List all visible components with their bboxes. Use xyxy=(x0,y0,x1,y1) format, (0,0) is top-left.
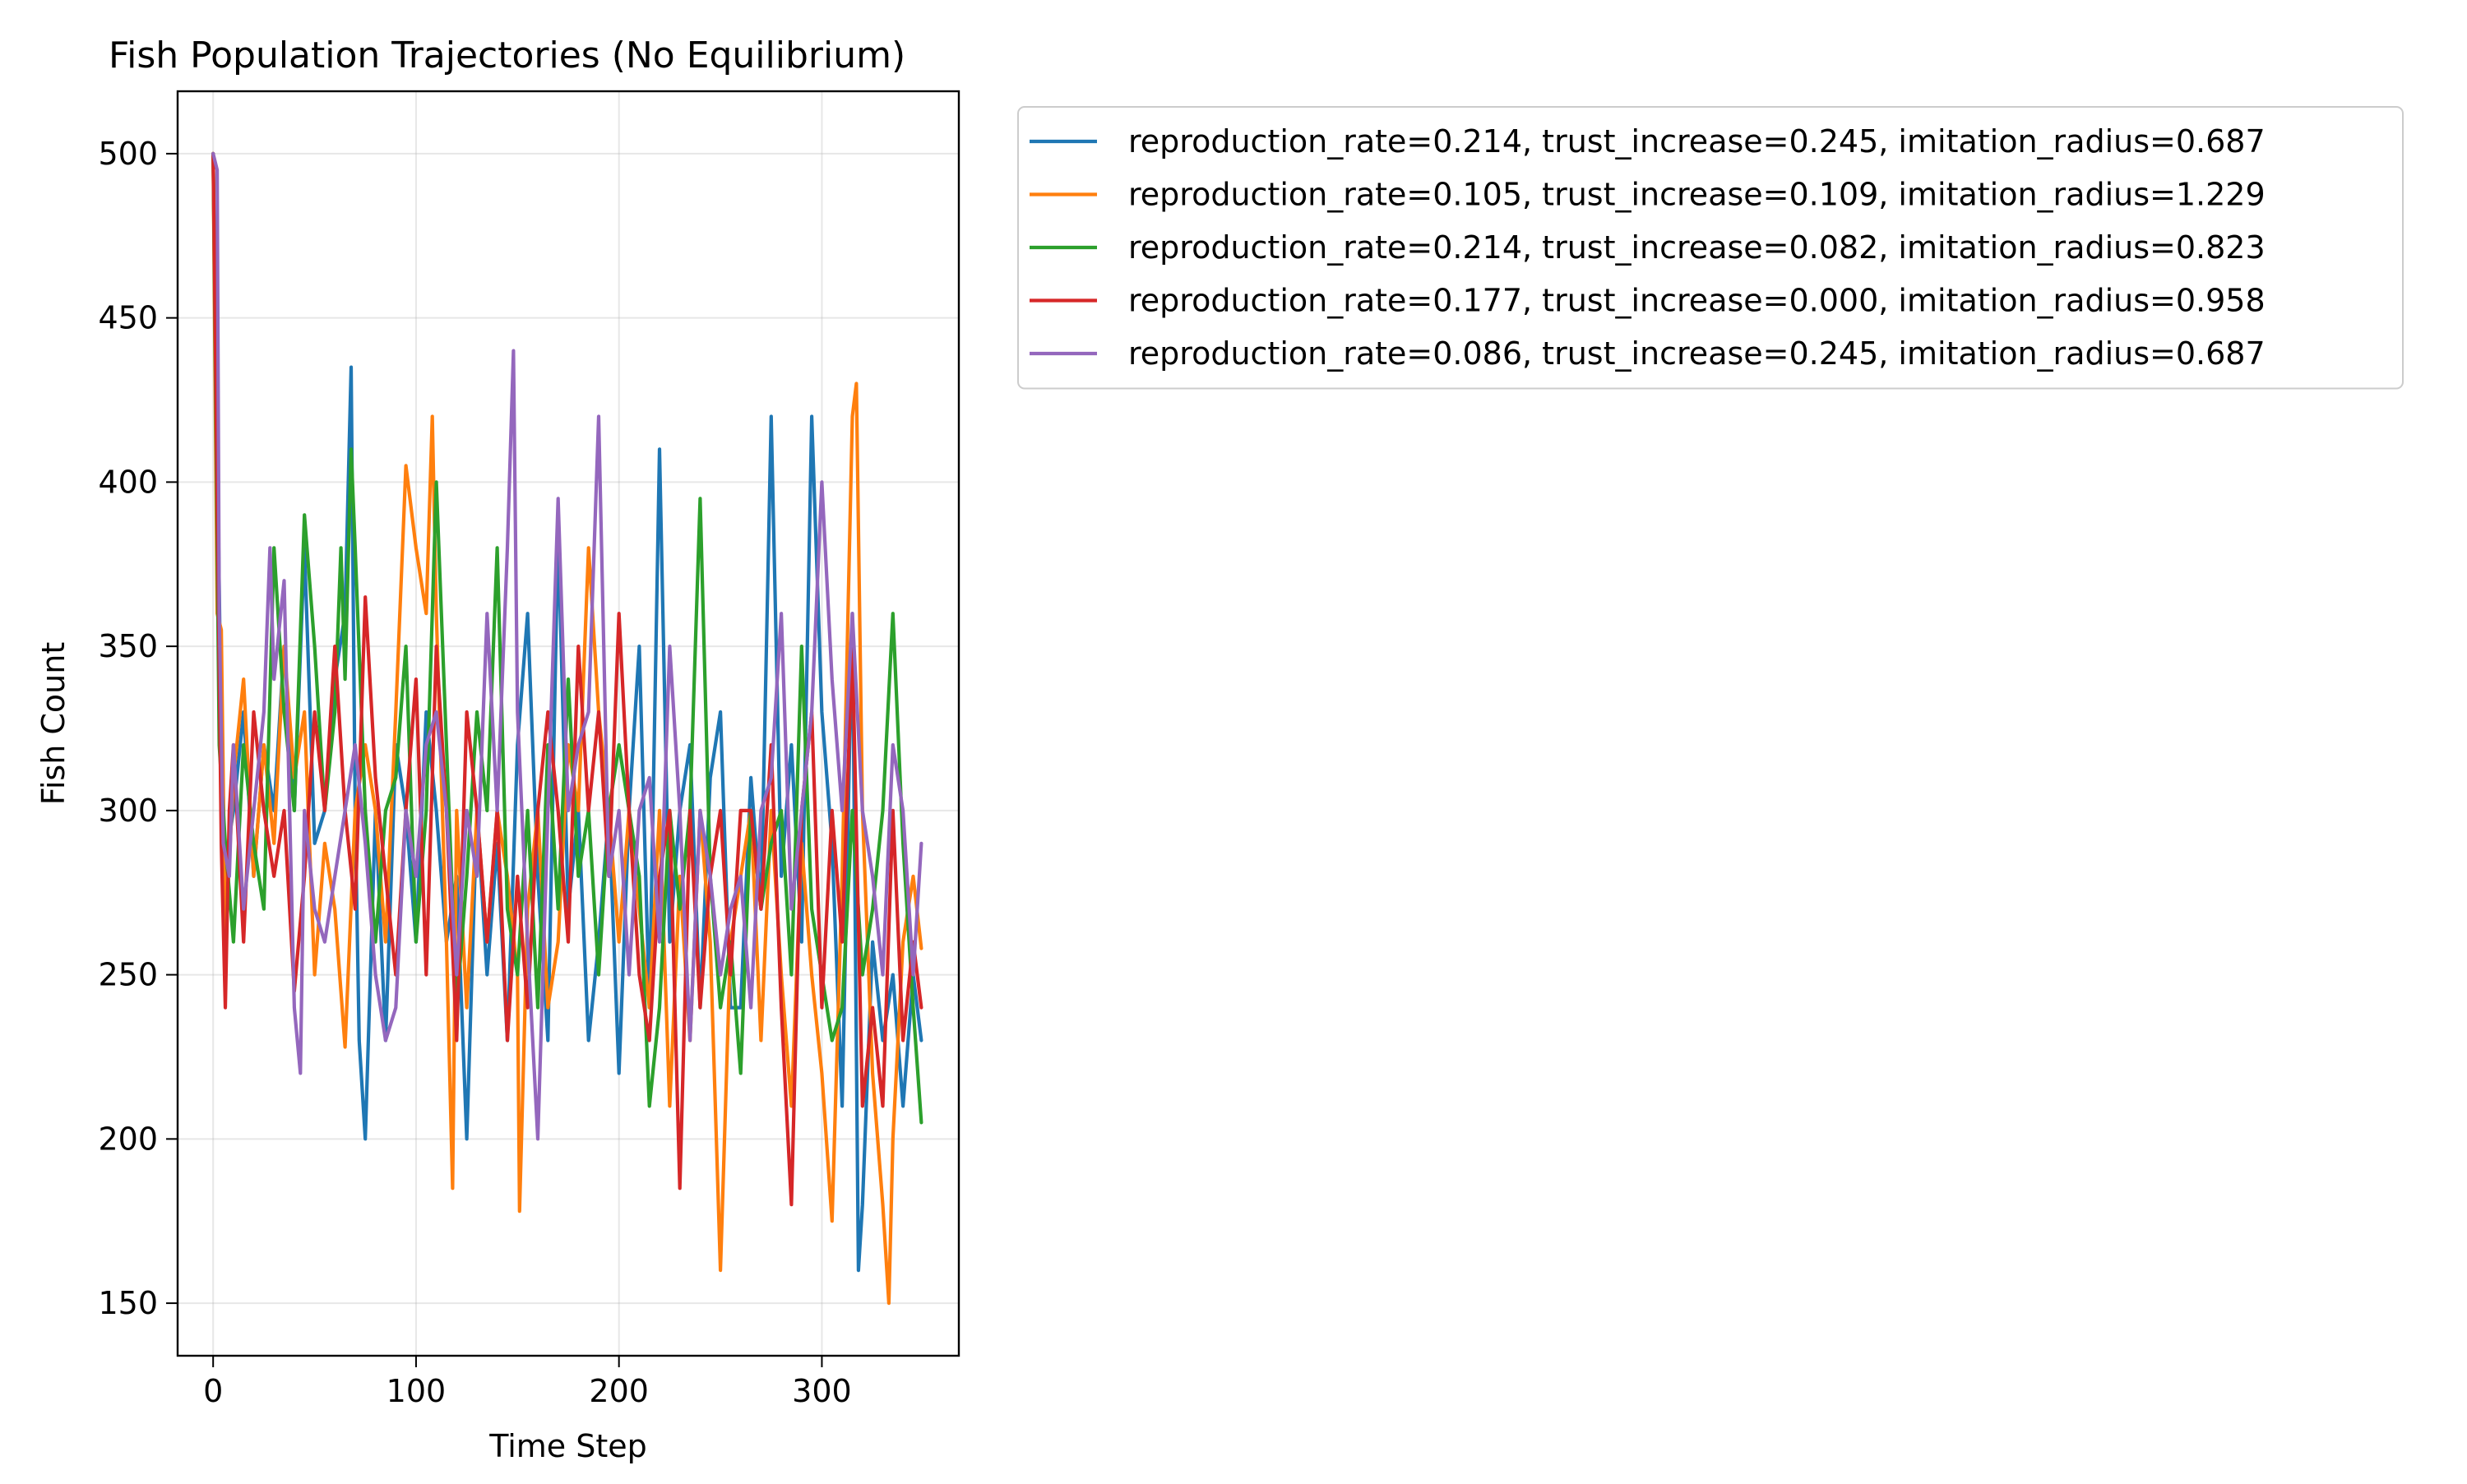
y-tick-label: 450 xyxy=(98,300,158,336)
axes: 0 100 200 300 150 200 250 300 350 400 450 500 xyxy=(98,136,851,1409)
legend-label-4: reproduction_rate=0.177, trust_increase=… xyxy=(1128,283,2266,319)
y-tick-label: 200 xyxy=(98,1121,158,1157)
series-lines xyxy=(211,151,923,1306)
x-tick-label: 200 xyxy=(589,1373,649,1409)
y-tick-label: 150 xyxy=(98,1285,158,1321)
x-tick-label: 300 xyxy=(792,1373,852,1409)
legend-label-1: reproduction_rate=0.214, trust_increase=… xyxy=(1128,123,2266,159)
y-tick-label: 350 xyxy=(98,628,158,664)
y-tick-label: 500 xyxy=(98,136,158,172)
legend-label-2: reproduction_rate=0.105, trust_increase=… xyxy=(1128,177,2266,213)
legend: reproduction_rate=0.214, trust_increase=… xyxy=(1017,106,2404,390)
plot-frame xyxy=(176,90,960,1357)
chart-title: Fish Population Trajectories (No Equilib… xyxy=(109,35,905,76)
series-line-5 xyxy=(211,151,923,1141)
legend-label-5: reproduction_rate=0.086, trust_increase=… xyxy=(1128,335,2266,372)
x-tick-label: 0 xyxy=(203,1373,223,1409)
y-tick-label: 400 xyxy=(98,464,158,500)
legend-box xyxy=(1017,106,2404,390)
y-axis-label: Fish Count xyxy=(35,642,72,805)
series-line-2 xyxy=(211,151,923,1306)
x-tick-label: 100 xyxy=(386,1373,447,1409)
x-axis-label: Time Step xyxy=(488,1428,647,1464)
y-tick-label: 250 xyxy=(98,957,158,993)
legend-label-3: reproduction_rate=0.214, trust_increase=… xyxy=(1128,229,2266,266)
y-tick-label: 300 xyxy=(98,793,158,829)
